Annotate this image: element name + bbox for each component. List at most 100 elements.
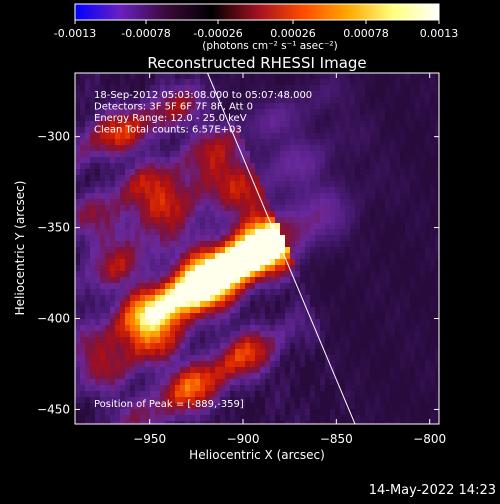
heatmap-cell: [195, 313, 201, 320]
heatmap-cell: [330, 187, 336, 194]
heatmap-cell: [80, 331, 86, 338]
heatmap-cell: [310, 211, 316, 218]
heatmap-cell: [415, 97, 421, 104]
heatmap-cell: [280, 115, 286, 122]
heatmap-cell: [130, 145, 136, 152]
heatmap-cell: [140, 175, 146, 182]
heatmap-cell: [245, 103, 251, 110]
heatmap-cell: [340, 403, 346, 410]
heatmap-cell: [210, 319, 216, 326]
heatmap-cell: [300, 385, 306, 392]
heatmap-cell: [175, 307, 181, 314]
heatmap-cell: [215, 313, 221, 320]
heatmap-cell: [310, 295, 316, 302]
heatmap-cell: [320, 337, 326, 344]
heatmap-cell: [190, 235, 196, 242]
heatmap-cell: [95, 271, 101, 278]
heatmap-cell: [175, 187, 181, 194]
heatmap-cell: [365, 373, 371, 380]
heatmap-cell: [260, 337, 266, 344]
heatmap-cell: [395, 199, 401, 206]
heatmap-cell: [320, 145, 326, 152]
heatmap-cell: [170, 199, 176, 206]
heatmap-cell: [160, 259, 166, 266]
heatmap-cell: [205, 109, 211, 116]
heatmap-cell: [90, 79, 96, 86]
heatmap-cell: [385, 379, 391, 386]
heatmap-cell: [275, 373, 281, 380]
heatmap-cell: [355, 247, 361, 254]
heatmap-cell: [100, 355, 106, 362]
heatmap-cell: [280, 379, 286, 386]
heatmap-cell: [430, 151, 436, 158]
heatmap-cell: [225, 415, 231, 422]
heatmap-cell: [225, 295, 231, 302]
heatmap-cell: [365, 211, 371, 218]
heatmap-cell: [300, 97, 306, 104]
heatmap-cell: [380, 79, 386, 86]
heatmap-cell: [160, 217, 166, 224]
heatmap-cell: [80, 79, 86, 86]
heatmap-cell: [85, 127, 91, 134]
heatmap-cell: [95, 325, 101, 332]
heatmap-cell: [405, 253, 411, 260]
heatmap-cell: [125, 151, 131, 158]
heatmap-cell: [225, 301, 231, 308]
heatmap-cell: [275, 421, 281, 424]
heatmap-cell: [415, 79, 421, 86]
heatmap-cell: [165, 313, 171, 320]
heatmap-cell: [110, 139, 116, 146]
heatmap-cell: [280, 151, 286, 158]
heatmap-cell: [345, 241, 351, 248]
heatmap-cell: [170, 373, 176, 380]
heatmap-cell: [370, 205, 376, 212]
heatmap-cell: [335, 217, 341, 224]
heatmap-cell: [280, 211, 286, 218]
heatmap-cell: [430, 199, 436, 206]
heatmap-cell: [380, 361, 386, 368]
heatmap-cell: [350, 211, 356, 218]
heatmap-cell: [370, 187, 376, 194]
heatmap-cell: [165, 241, 171, 248]
heatmap-cell: [400, 271, 406, 278]
heatmap-cell: [410, 283, 416, 290]
heatmap-cell: [360, 211, 366, 218]
heatmap-cell: [115, 391, 121, 398]
heatmap-cell: [240, 211, 246, 218]
heatmap-cell: [250, 91, 256, 98]
heatmap-cell: [180, 73, 186, 80]
heatmap-cell: [310, 115, 316, 122]
heatmap-cell: [125, 397, 131, 404]
heatmap-cell: [265, 163, 271, 170]
heatmap-cell: [130, 79, 136, 86]
heatmap-cell: [145, 343, 151, 350]
heatmap-cell: [300, 403, 306, 410]
heatmap-cell: [115, 193, 121, 200]
heatmap-cell: [240, 151, 246, 158]
heatmap-cell: [390, 181, 396, 188]
heatmap-cell: [105, 85, 111, 92]
heatmap-cell: [365, 355, 371, 362]
heatmap-cell: [370, 199, 376, 206]
heatmap-cell: [345, 337, 351, 344]
heatmap-cell: [355, 343, 361, 350]
heatmap-cell: [390, 85, 396, 92]
heatmap-cell: [75, 211, 81, 218]
heatmap-cell: [235, 373, 241, 380]
heatmap-cell: [175, 127, 181, 134]
heatmap-cell: [195, 229, 201, 236]
heatmap-cell: [130, 331, 136, 338]
heatmap-cell: [190, 73, 196, 80]
heatmap-cell: [95, 253, 101, 260]
heatmap-cell: [175, 331, 181, 338]
heatmap-cell: [295, 181, 301, 188]
heatmap-cell: [75, 295, 81, 302]
heatmap-cell: [75, 127, 81, 134]
heatmap-cell: [185, 415, 191, 422]
heatmap-cell: [320, 139, 326, 146]
heatmap-cell: [130, 73, 136, 80]
heatmap-cell: [385, 223, 391, 230]
heatmap-cell: [270, 235, 276, 242]
heatmap-cell: [385, 157, 391, 164]
heatmap-cell: [285, 169, 291, 176]
